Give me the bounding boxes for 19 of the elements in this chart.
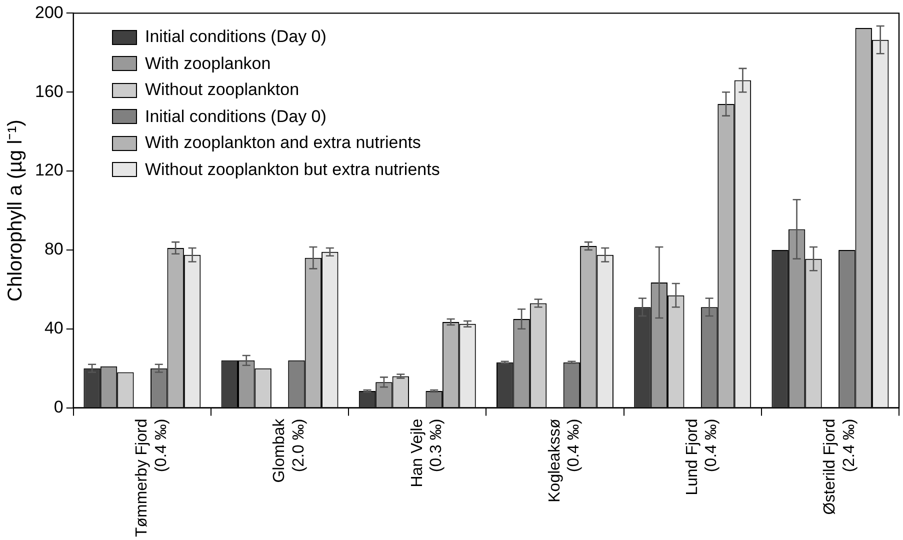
y-tick-label: 160: [34, 82, 64, 101]
y-tick-label: 120: [34, 160, 64, 180]
x-tick-label: Kogleakssø (0.4 ‰): [546, 418, 583, 502]
x-tick-label: Glombak (2.0 ‰): [271, 418, 308, 483]
legend-label: Initial conditions (Day 0): [145, 27, 326, 48]
y-tick-label: 80: [44, 240, 64, 259]
y-tick-label: 40: [44, 318, 64, 338]
legend-label: Without zooplankton but extra nutrients: [145, 160, 440, 180]
y-axis-title: Chlorophyll a (µg l⁻¹): [4, 120, 27, 302]
legend-label: Initial conditions (Day 0): [145, 106, 326, 127]
x-tick-label: Lund Fjord (0.4 ‰): [684, 418, 720, 496]
x-tick-label: Østerild Fjord (2.4 ‰): [822, 418, 858, 515]
x-tick-label: Han Vejle (0.3 ‰): [408, 418, 445, 488]
y-tick-label: 0: [54, 397, 64, 416]
x-tick-label: Tømmerby Fjord (0.4 ‰): [134, 418, 170, 538]
legend-label: Without zooplankton: [145, 80, 300, 100]
y-tick-label: 200: [34, 2, 64, 22]
legend-label: With zooplankon: [145, 54, 271, 74]
legend-label: With zooplankton and extra nutrients: [145, 133, 421, 154]
